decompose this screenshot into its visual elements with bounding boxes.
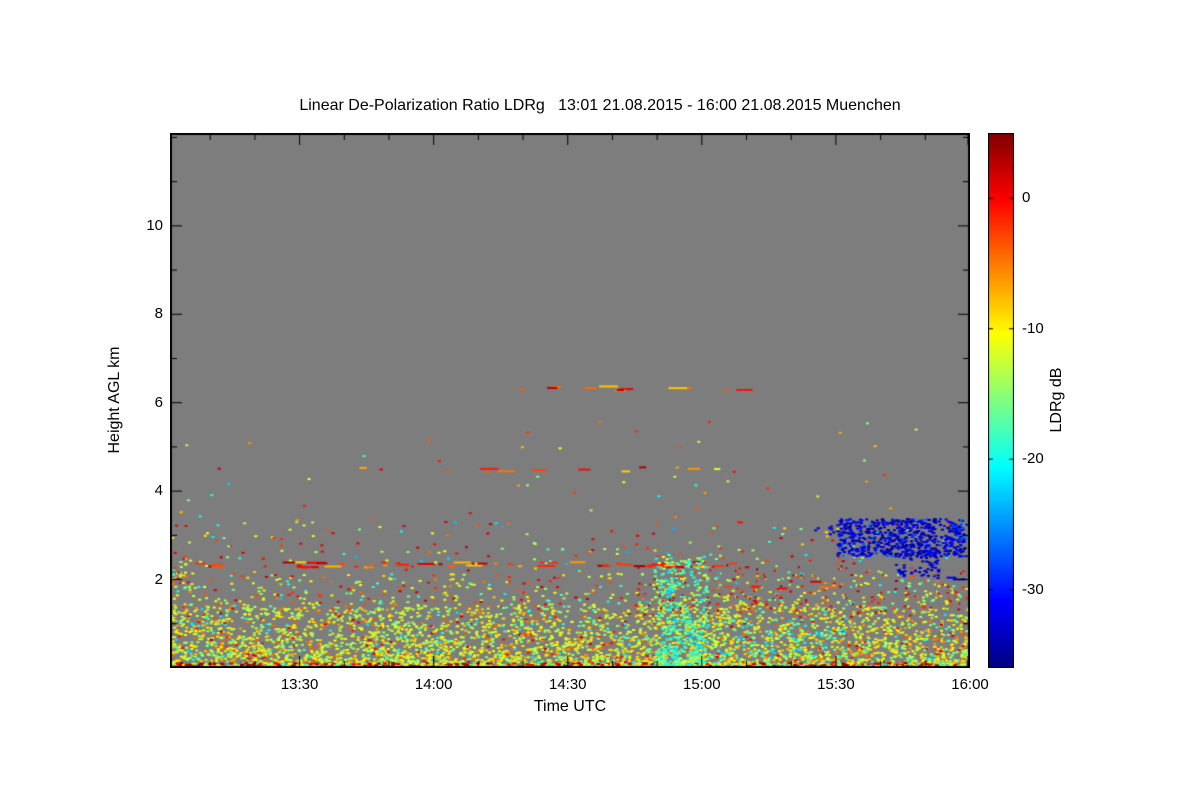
y-tick-label: 8 (154, 305, 163, 323)
colorbar-tick-label: -30 (1022, 580, 1044, 598)
x-tick-label: 15:30 (817, 676, 855, 693)
y-tick-label: 4 (154, 482, 163, 500)
x-tick-label: 13:30 (280, 676, 319, 693)
x-tick-label: 15:00 (683, 676, 721, 693)
colorbar-tick-label: 0 (1022, 189, 1031, 207)
colorbar-label: LDRg dB (1048, 367, 1065, 433)
heatmap-plot-canvas (170, 133, 970, 668)
x-tick-label: 14:00 (414, 676, 453, 693)
chart-title: Linear De-Polarization Ratio LDRg 13:01 … (299, 97, 901, 114)
colorbar-canvas (988, 133, 1014, 668)
y-tick-label: 10 (146, 216, 163, 234)
colorbar-tick-label: -10 (1022, 319, 1044, 337)
y-tick-label: 6 (154, 393, 163, 411)
colorbar-tick-label: -20 (1022, 450, 1044, 468)
x-axis-label: Time UTC (533, 698, 607, 715)
y-tick-label: 2 (154, 570, 163, 588)
x-tick-label: 14:30 (548, 676, 587, 693)
x-tick-label: 16:00 (951, 676, 989, 693)
